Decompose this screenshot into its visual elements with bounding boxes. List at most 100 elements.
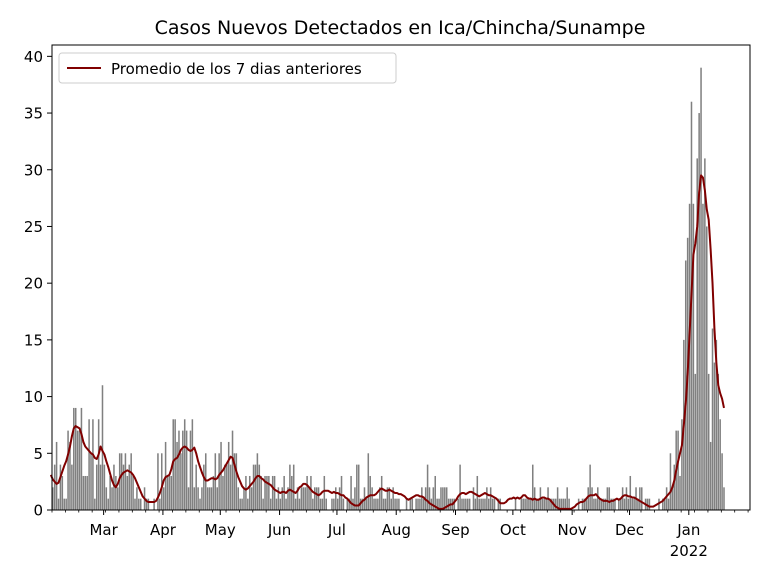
bar — [637, 498, 639, 510]
bar — [409, 498, 412, 510]
bar — [382, 498, 385, 510]
x-axis: Mar Apr May Jun Jul Aug Sep Oct Nov Dec Jan 2022 — [51, 510, 749, 560]
bar — [723, 487, 725, 510]
bar — [719, 419, 721, 510]
bar — [208, 487, 211, 510]
bar — [252, 464, 255, 510]
bar — [700, 67, 702, 511]
bar — [69, 441, 71, 510]
bar — [419, 498, 421, 510]
bar — [581, 498, 584, 510]
legend-box — [58, 52, 397, 84]
bar — [564, 498, 567, 510]
bar — [375, 498, 377, 510]
bar — [310, 475, 312, 510]
bar-series — [52, 67, 725, 511]
bar — [551, 498, 553, 510]
bar — [229, 464, 232, 510]
bar — [325, 498, 327, 510]
bar — [422, 498, 425, 510]
bar — [388, 487, 391, 510]
bar — [57, 498, 60, 510]
bar — [367, 453, 370, 510]
bar — [394, 498, 396, 510]
bar — [612, 498, 614, 510]
bar — [237, 487, 240, 510]
bar — [86, 475, 88, 510]
bar — [71, 464, 73, 510]
bar — [369, 475, 371, 510]
y-tick-label: 0 — [33, 502, 43, 520]
bar — [321, 498, 324, 510]
y-tick-label: 30 — [24, 161, 43, 179]
bar — [354, 487, 356, 510]
bar — [97, 419, 100, 510]
bar — [562, 498, 565, 510]
bar — [497, 498, 500, 510]
bar — [157, 453, 159, 510]
bar — [585, 498, 588, 510]
y-tick-label: 20 — [24, 275, 43, 293]
bar — [65, 498, 67, 510]
bar — [706, 226, 708, 510]
bar — [206, 487, 209, 510]
bar — [333, 498, 335, 510]
x-tick-label: Sep — [441, 521, 469, 539]
bar — [623, 498, 626, 510]
bar — [543, 498, 545, 510]
bar — [94, 498, 96, 510]
bar — [235, 453, 238, 510]
bar — [524, 498, 526, 510]
bar — [323, 475, 326, 510]
bar — [197, 487, 199, 510]
bar — [520, 498, 523, 510]
bar — [312, 498, 314, 510]
bar — [568, 498, 570, 510]
bar — [53, 464, 56, 510]
bar — [537, 498, 540, 510]
bar — [243, 487, 245, 510]
bar — [417, 498, 419, 510]
bar — [277, 487, 280, 510]
bar — [241, 498, 243, 510]
bar — [484, 498, 486, 510]
bar — [466, 498, 469, 510]
bar — [331, 498, 333, 510]
bar — [600, 498, 603, 510]
bar — [673, 464, 676, 510]
bar — [222, 475, 224, 510]
bar — [118, 453, 121, 510]
bar — [707, 373, 710, 510]
bar — [713, 362, 716, 510]
bar — [677, 430, 679, 510]
bar — [662, 498, 664, 510]
bar — [132, 475, 134, 510]
bar — [663, 498, 666, 510]
bar — [478, 498, 480, 510]
bar — [493, 498, 496, 510]
bar — [204, 453, 207, 510]
y-tick-label: 10 — [24, 388, 43, 406]
bar — [214, 453, 217, 510]
x-tick-label: Mar — [89, 521, 118, 539]
bar — [250, 487, 253, 510]
bar — [648, 498, 651, 510]
bar — [63, 498, 65, 510]
bar — [445, 487, 448, 510]
bar — [88, 419, 90, 510]
bar — [218, 453, 220, 510]
bar — [587, 487, 589, 510]
bar — [115, 475, 117, 510]
average-series — [49, 174, 725, 510]
bar — [681, 419, 683, 510]
bar — [193, 487, 196, 510]
bar — [631, 498, 633, 510]
bar — [350, 475, 352, 510]
bar — [380, 475, 383, 510]
bar — [711, 328, 714, 510]
bar — [227, 441, 230, 510]
bar — [239, 498, 241, 510]
bar — [480, 498, 482, 510]
bar — [474, 498, 477, 510]
bar — [692, 203, 695, 510]
